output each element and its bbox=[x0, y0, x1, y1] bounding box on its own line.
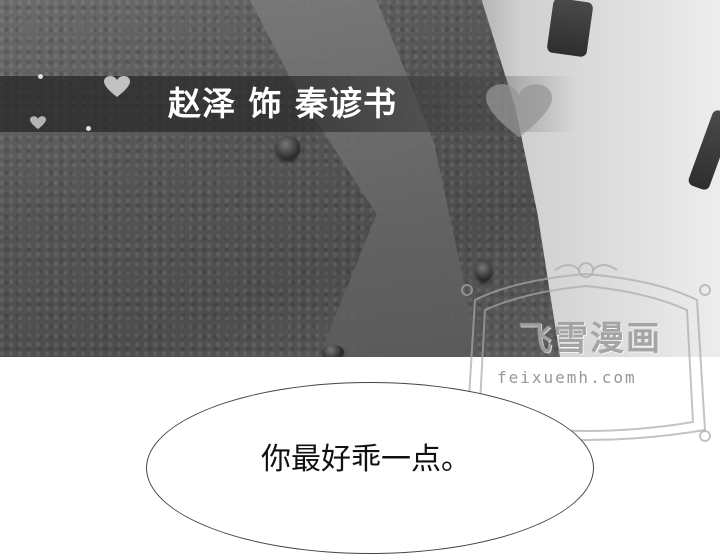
watermark-title: 飞雪漫画 bbox=[518, 319, 662, 359]
coat-button bbox=[322, 345, 344, 357]
watermark-url: feixuemh.com bbox=[497, 368, 637, 387]
coat-button bbox=[476, 260, 492, 282]
heart-icon bbox=[104, 76, 130, 97]
heart-icon bbox=[486, 84, 552, 138]
heart-icon bbox=[30, 116, 46, 130]
speech-text: 你最好乖一点。 bbox=[261, 442, 471, 477]
cast-credit-text: 赵泽 饰 秦谚书 bbox=[168, 84, 397, 123]
decor-dot bbox=[86, 126, 91, 131]
background-pedestrian-leg bbox=[546, 0, 594, 58]
comic-photo-panel bbox=[0, 0, 720, 357]
coat-button bbox=[276, 136, 300, 160]
decor-dot bbox=[38, 74, 43, 79]
